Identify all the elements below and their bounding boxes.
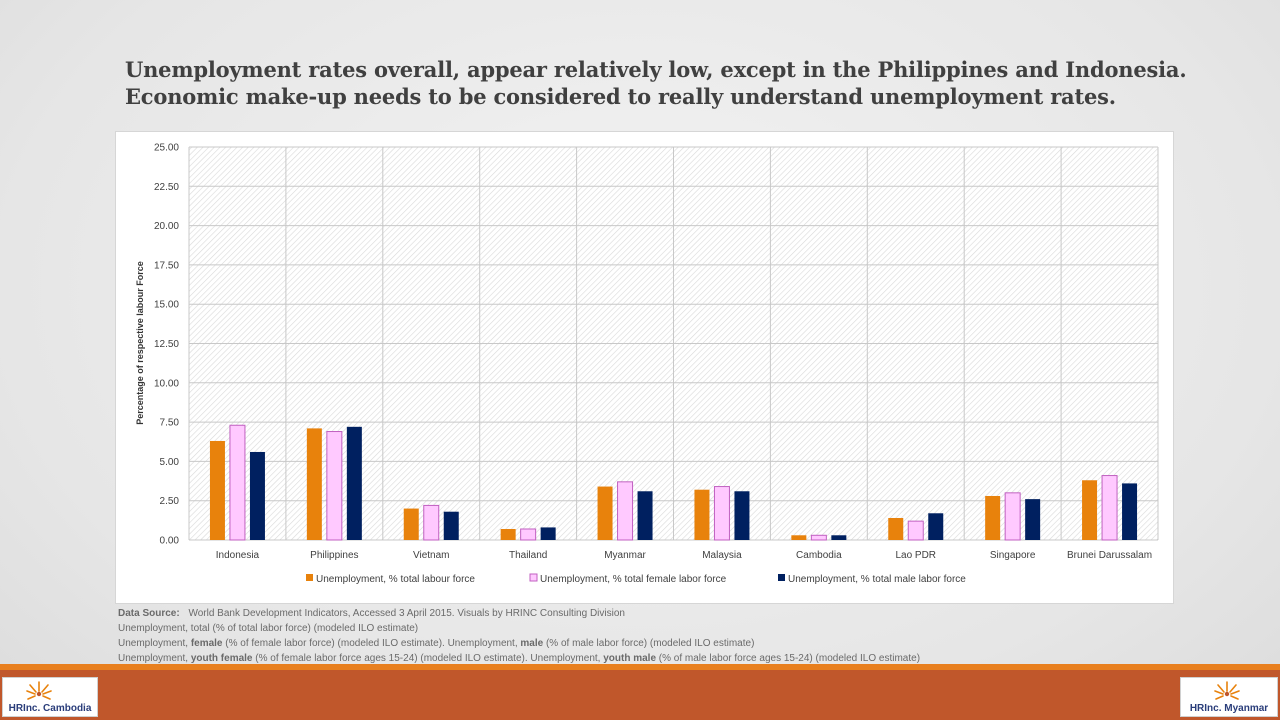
x-category-label: Lao PDR — [895, 550, 936, 561]
legend-swatch-female — [529, 573, 538, 582]
legend-swatch-male — [778, 574, 785, 581]
note-bold: male — [520, 638, 544, 649]
y-tick-label: 17.50 — [154, 260, 179, 271]
bar-total-brunei-darussalam — [1082, 480, 1098, 540]
source-text: World Bank Development Indicators, Acces… — [188, 608, 625, 619]
logo-hrinc-cambodia: HRInc. Cambodia — [2, 677, 98, 717]
legend-label-female: Unemployment, % total female labor force — [540, 574, 727, 585]
bar-male-brunei-darussalam — [1122, 483, 1138, 540]
logo-text-cambodia: HRInc. Cambodia — [3, 703, 97, 714]
x-category-label: Vietnam — [413, 550, 450, 561]
chart-legend: Unemployment, % total labour force Unempl… — [306, 573, 966, 585]
y-tick-label: 22.50 — [154, 182, 179, 193]
bar-male-cambodia — [831, 535, 847, 540]
footer-bar — [0, 670, 1280, 720]
sunburst-logo-icon — [26, 681, 52, 700]
bar-male-thailand — [540, 527, 556, 540]
note-text: Unemployment, — [118, 653, 191, 664]
bar-male-vietnam — [443, 511, 459, 540]
y-tick-label: 2.50 — [160, 496, 180, 507]
source-label: Data Source: — [118, 608, 180, 619]
bar-female-singapore — [1004, 492, 1021, 541]
bar-female-indonesia — [229, 424, 246, 541]
note-text: (% of female labor force) (modeled ILO e… — [222, 638, 521, 649]
bar-male-philippines — [346, 426, 362, 540]
bar-total-indonesia — [209, 440, 225, 540]
x-category-label: Indonesia — [216, 550, 260, 561]
y-tick-label: 25.00 — [154, 143, 179, 154]
bar-total-vietnam — [403, 508, 419, 540]
bar-male-malaysia — [734, 491, 750, 540]
note-bold: youth female — [190, 653, 253, 664]
logo-brand: HRInc. — [8, 703, 41, 714]
note-bold: female — [190, 638, 223, 649]
note-text: (% of male labor force ages 15-24) (mode… — [656, 653, 921, 664]
bar-total-singapore — [985, 495, 1001, 540]
bar-total-lao-pdr — [888, 517, 904, 540]
legend-label-male: Unemployment, % total male labor force — [788, 574, 966, 585]
bar-female-philippines — [326, 431, 343, 541]
bar-total-malaysia — [694, 489, 710, 540]
y-tick-label: 7.50 — [160, 418, 180, 429]
y-tick-label: 5.00 — [160, 457, 180, 468]
source-line: Data Source: World Bank Development Indi… — [118, 606, 1178, 621]
bar-female-malaysia — [713, 486, 730, 541]
x-category-label: Singapore — [990, 550, 1036, 561]
note-text: (% of male labor force) (modeled ILO est… — [543, 638, 755, 649]
title-line-1: Unemployment rates overall, appear relat… — [125, 57, 1187, 82]
bar-male-indonesia — [249, 451, 265, 540]
bar-total-myanmar — [597, 486, 613, 540]
note-text: Unemployment, — [118, 638, 191, 649]
bar-female-brunei-darussalam — [1101, 475, 1118, 541]
slide-title: Unemployment rates overall, appear relat… — [125, 56, 1225, 110]
x-category-label: Myanmar — [604, 550, 646, 561]
y-axis-label: Percentage of respective labour Force — [135, 261, 145, 425]
footer-accent-line — [0, 664, 1280, 670]
bar-male-myanmar — [637, 491, 653, 540]
logo-hrinc-myanmar: HRInc. Myanmar — [1180, 677, 1278, 717]
legend-swatch-total — [306, 574, 313, 581]
y-tick-label: 10.00 — [154, 378, 179, 389]
legend-label-total: Unemployment, % total labour force — [316, 574, 475, 585]
chart-panel: 0.00 2.50 5.00 7.50 10.00 12.50 15.00 17.50 20.0… — [115, 131, 1174, 604]
bar-female-cambodia — [810, 534, 827, 541]
logo-text-myanmar: HRInc. Myanmar — [1181, 703, 1277, 714]
bar-female-thailand — [520, 528, 537, 541]
y-tick-label: 0.00 — [160, 536, 180, 547]
bar-male-singapore — [1025, 499, 1041, 540]
logo-place: Cambodia — [43, 703, 92, 714]
x-category-label: Cambodia — [796, 550, 842, 561]
logo-place: Myanmar — [1224, 703, 1269, 714]
bar-female-myanmar — [617, 481, 634, 541]
note-line-1: Unemployment, total (% of total labor fo… — [118, 623, 419, 634]
x-category-label: Malaysia — [702, 550, 742, 561]
x-category-label: Thailand — [509, 550, 547, 561]
y-tick-label: 12.50 — [154, 339, 179, 350]
note-bold: youth male — [603, 653, 657, 664]
x-category-label: Philippines — [310, 550, 358, 561]
logo-brand: HRInc. — [1189, 703, 1222, 714]
y-tick-label: 20.00 — [154, 221, 179, 232]
title-line-2: Economic make-up needs to be considered … — [125, 84, 1116, 109]
bar-total-philippines — [306, 428, 322, 540]
bar-total-thailand — [500, 528, 516, 540]
note-line-3: Unemployment, youth female (% of female … — [118, 651, 1178, 666]
bar-total-cambodia — [791, 535, 807, 540]
note-text: (% of female labor force ages 15-24) (mo… — [252, 653, 604, 664]
data-source-notes: Data Source: World Bank Development Indi… — [118, 606, 1178, 666]
y-tick-label: 15.00 — [154, 300, 179, 311]
x-category-label: Brunei Darussalam — [1067, 550, 1152, 561]
bar-female-vietnam — [423, 504, 440, 541]
bar-male-lao-pdr — [928, 513, 944, 540]
sunburst-logo-icon — [1214, 681, 1240, 700]
unemployment-bar-chart: 0.00 2.50 5.00 7.50 10.00 12.50 15.00 17.50 20.0… — [135, 143, 1159, 585]
bar-female-lao-pdr — [907, 520, 924, 541]
note-line-2: Unemployment, female (% of female labor … — [118, 636, 1178, 651]
